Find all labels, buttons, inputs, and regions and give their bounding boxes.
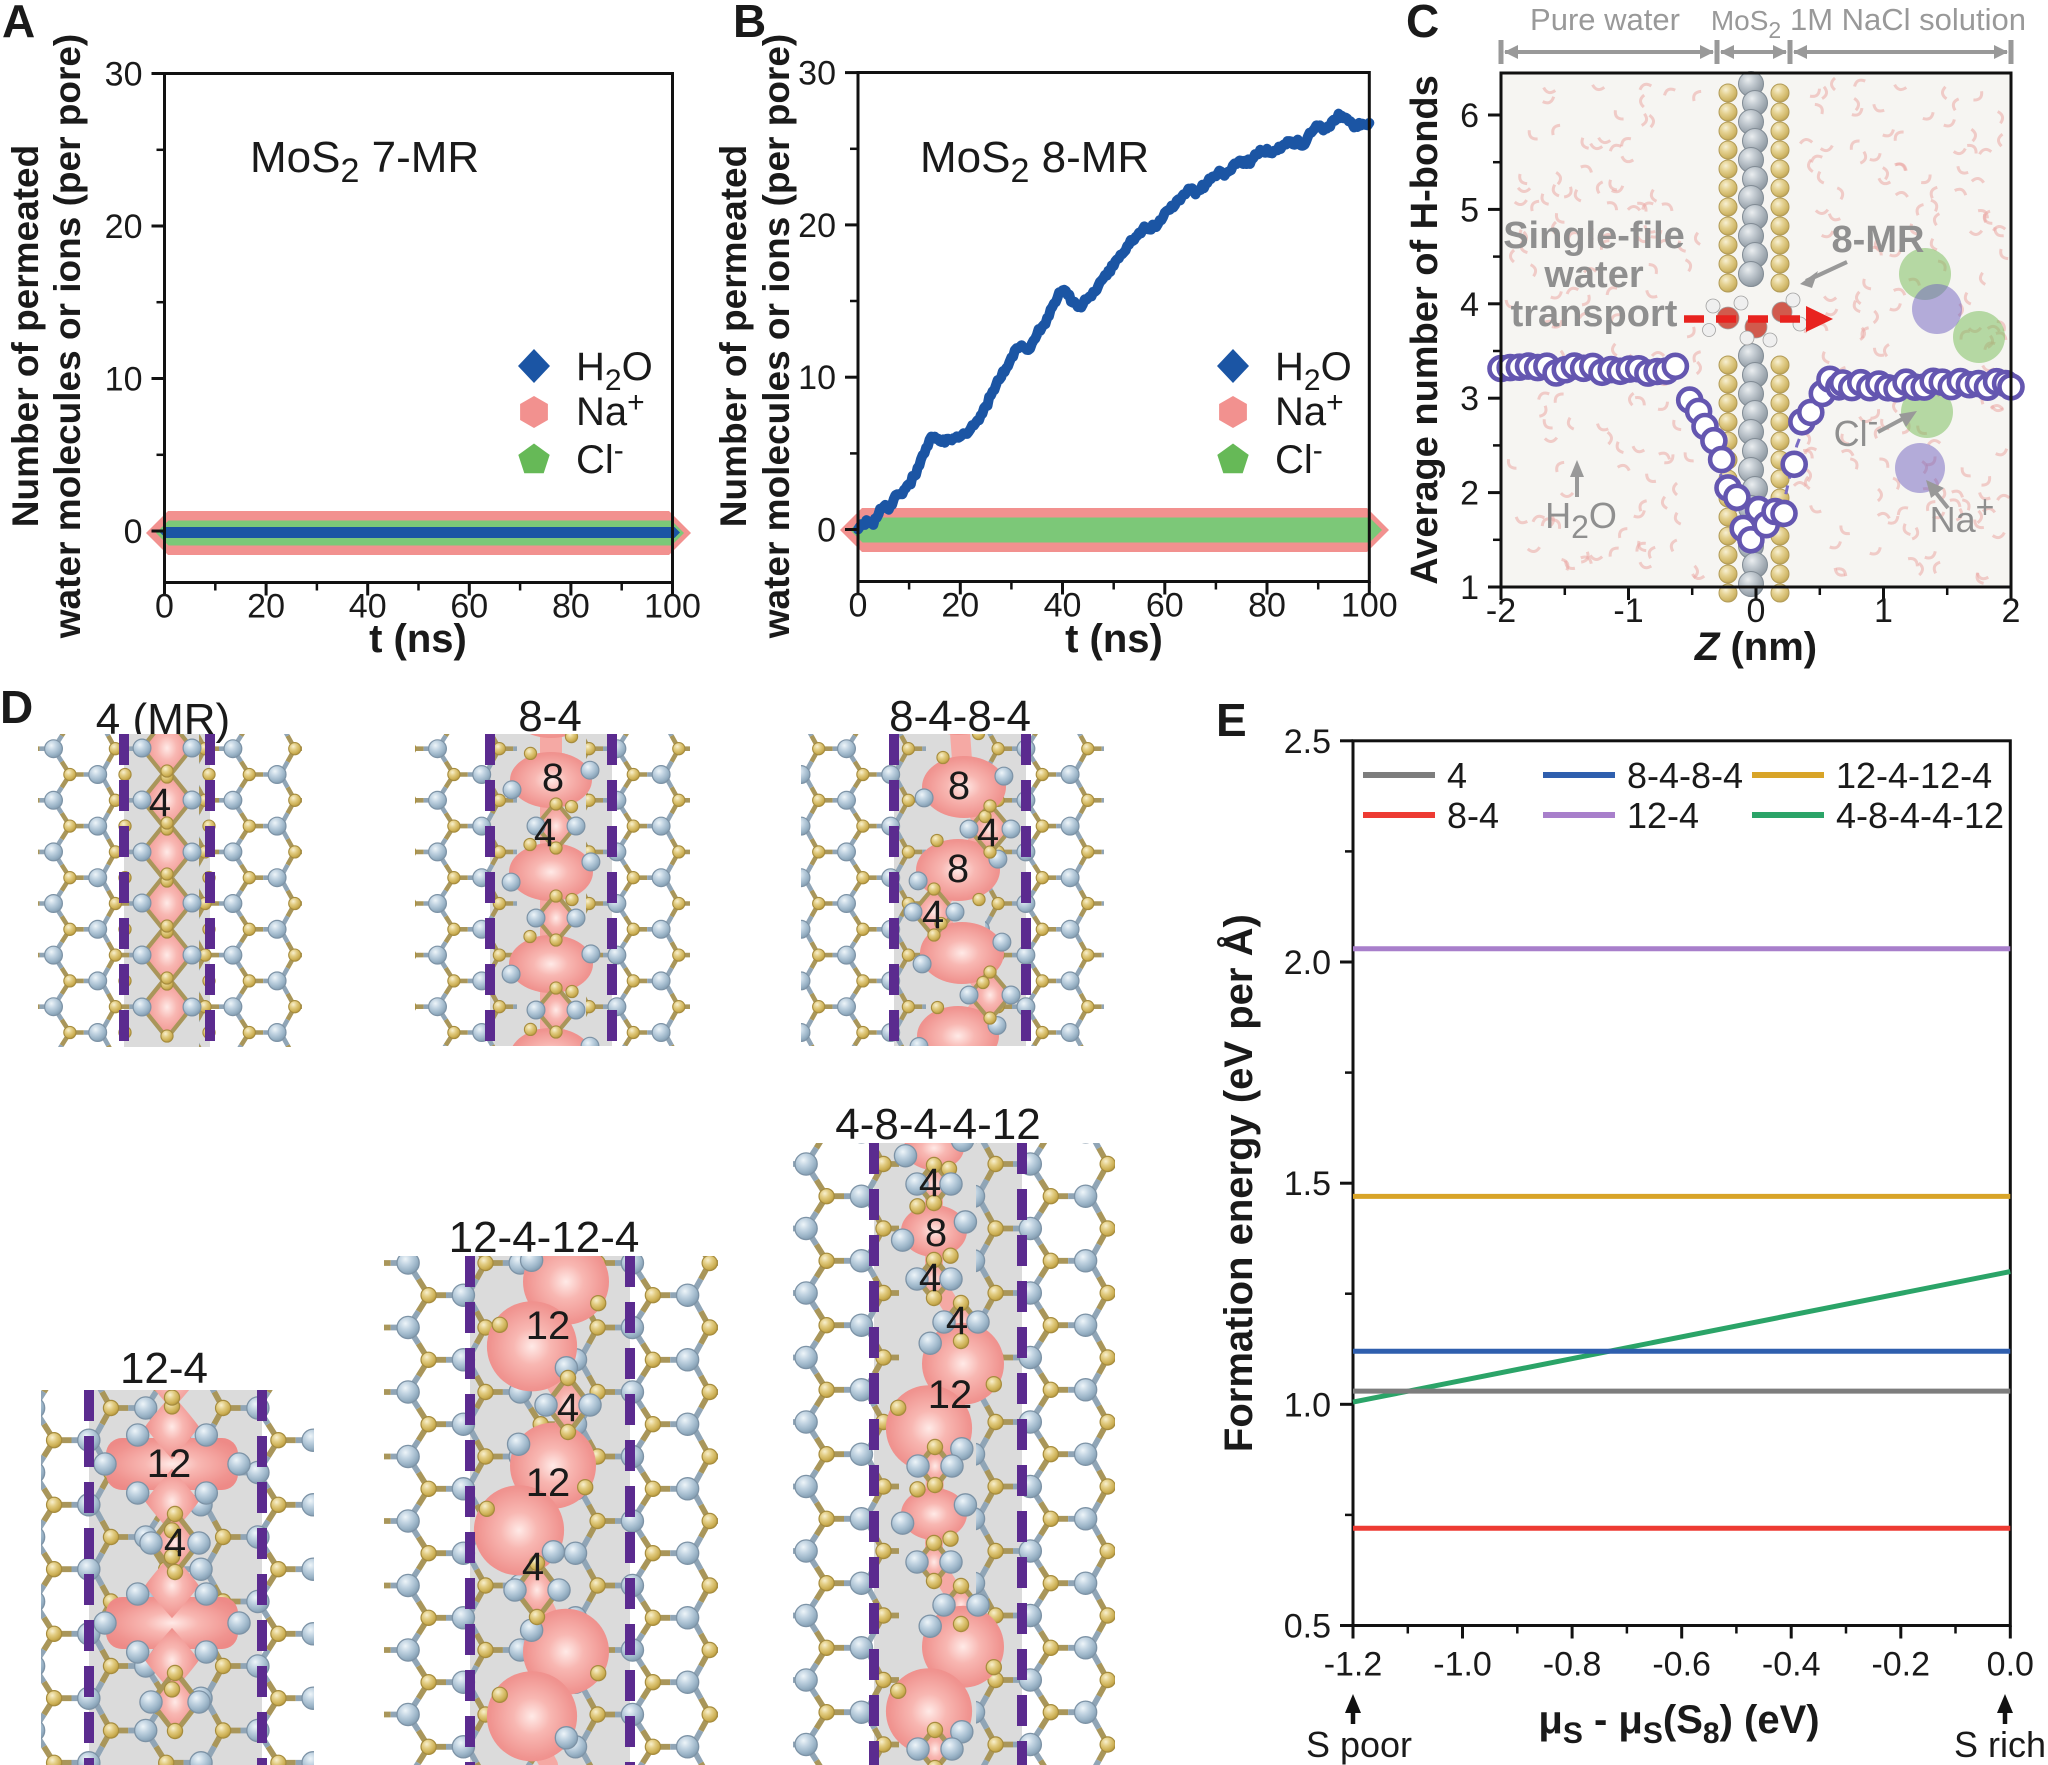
svg-text:0.0: 0.0 (1987, 1646, 2034, 1684)
svg-text:100: 100 (644, 588, 701, 626)
svg-text:12-4: 12-4 (1627, 795, 1699, 836)
svg-text:12: 12 (526, 1304, 571, 1348)
svg-text:MoS2 7-MR: MoS2 7-MR (250, 133, 479, 190)
svg-text:-1.2: -1.2 (1324, 1646, 1383, 1684)
svg-text:8-4: 8-4 (1447, 795, 1499, 836)
svg-text:20: 20 (105, 208, 143, 246)
svg-text:0: 0 (849, 587, 868, 625)
svg-text:μS - μS(S8) (eV): μS - μS(S8) (eV) (1538, 1698, 1819, 1750)
svg-text:-1.0: -1.0 (1433, 1646, 1492, 1684)
svg-text:Single-file: Single-file (1503, 215, 1685, 257)
svg-text:4: 4 (1447, 755, 1467, 796)
svg-text:1: 1 (1874, 592, 1893, 630)
svg-text:transport: transport (1511, 293, 1678, 335)
svg-text:20: 20 (798, 207, 836, 245)
svg-text:A: A (2, 0, 35, 47)
svg-text:100: 100 (1341, 587, 1398, 625)
svg-text:4-8-4-4-12: 4-8-4-4-12 (835, 1100, 1040, 1149)
svg-text:2: 2 (1460, 475, 1479, 513)
svg-text:0.5: 0.5 (1284, 1608, 1331, 1646)
svg-text:80: 80 (1248, 587, 1286, 625)
svg-text:12: 12 (526, 1461, 571, 1505)
svg-text:8-4-8-4: 8-4-8-4 (1627, 755, 1743, 796)
svg-text:water: water (1543, 254, 1643, 296)
svg-text:4: 4 (557, 1386, 579, 1430)
svg-text:Na+: Na+ (1275, 386, 1344, 434)
svg-text:20: 20 (247, 588, 285, 626)
svg-text:water molecules or ions (per p: water molecules or ions (per pore) (756, 34, 797, 639)
svg-text:3: 3 (1460, 380, 1479, 418)
svg-text:1: 1 (1460, 569, 1479, 607)
svg-text:5: 5 (1460, 191, 1479, 229)
svg-text:Number of permeated: Number of permeated (713, 145, 754, 527)
svg-text:4: 4 (534, 811, 556, 855)
svg-text:water molecules or ions (per p: water molecules or ions (per pore) (47, 34, 88, 639)
svg-text:MoS2 8-MR: MoS2 8-MR (920, 133, 1149, 190)
svg-text:8-4-8-4: 8-4-8-4 (889, 692, 1031, 741)
svg-text:-0.8: -0.8 (1543, 1646, 1602, 1684)
svg-text:S rich: S rich (1954, 1724, 2046, 1765)
svg-text:12: 12 (928, 1373, 973, 1417)
svg-text:30: 30 (798, 55, 836, 93)
svg-text:8-4: 8-4 (518, 692, 582, 741)
svg-text:12-4-12-4: 12-4-12-4 (1836, 755, 1992, 796)
svg-text:4: 4 (919, 1256, 941, 1300)
svg-text:4: 4 (149, 781, 171, 825)
svg-text:Average number of H-bonds: Average number of H-bonds (1404, 75, 1446, 585)
svg-text:S poor: S poor (1306, 1724, 1412, 1765)
svg-text:12-4-12-4: 12-4-12-4 (449, 1213, 640, 1262)
svg-text:Z (nm): Z (nm) (1694, 625, 1817, 669)
svg-text:t (ns): t (ns) (369, 617, 467, 661)
svg-text:0: 0 (124, 513, 143, 551)
svg-text:60: 60 (450, 588, 488, 626)
svg-text:80: 80 (552, 588, 590, 626)
svg-text:Formation energy (eV per Å): Formation energy (eV per Å) (1216, 914, 1261, 1452)
svg-text:10: 10 (798, 359, 836, 397)
svg-text:4: 4 (522, 1545, 544, 1589)
svg-text:2.0: 2.0 (1284, 944, 1331, 982)
svg-text:Number of permeated: Number of permeated (5, 145, 46, 527)
svg-text:30: 30 (105, 56, 143, 94)
svg-text:E: E (1216, 694, 1247, 746)
svg-text:1M NaCl solution: 1M NaCl solution (1790, 2, 2026, 37)
svg-text:-0.6: -0.6 (1652, 1646, 1711, 1684)
svg-text:10: 10 (105, 361, 143, 399)
svg-text:-0.4: -0.4 (1762, 1646, 1821, 1684)
svg-text:1.0: 1.0 (1284, 1386, 1331, 1424)
svg-text:1.5: 1.5 (1284, 1165, 1331, 1203)
svg-text:8: 8 (948, 764, 970, 808)
svg-text:2.5: 2.5 (1284, 723, 1331, 761)
svg-text:6: 6 (1460, 97, 1479, 135)
svg-text:0: 0 (817, 512, 836, 550)
svg-text:2: 2 (2002, 592, 2021, 630)
svg-text:12: 12 (147, 1442, 192, 1486)
svg-text:-2: -2 (1486, 592, 1516, 630)
svg-text:4: 4 (946, 1299, 968, 1343)
svg-text:D: D (0, 681, 33, 733)
svg-text:4: 4 (922, 893, 944, 937)
svg-text:4: 4 (164, 1521, 186, 1565)
svg-text:4: 4 (919, 1161, 941, 1205)
svg-text:4: 4 (977, 811, 999, 855)
svg-text:8: 8 (925, 1211, 947, 1255)
svg-text:4-8-4-4-12: 4-8-4-4-12 (1836, 795, 2004, 836)
svg-text:4: 4 (1460, 286, 1479, 324)
svg-text:Na+: Na+ (576, 386, 645, 434)
svg-text:B: B (733, 0, 766, 47)
svg-text:8: 8 (947, 847, 969, 891)
svg-text:Pure water: Pure water (1530, 2, 1680, 37)
svg-text:-0.2: -0.2 (1871, 1646, 1930, 1684)
svg-text:40: 40 (349, 588, 387, 626)
svg-text:t (ns): t (ns) (1065, 617, 1163, 661)
svg-text:20: 20 (941, 587, 979, 625)
svg-text:8: 8 (542, 756, 564, 800)
svg-text:40: 40 (1044, 587, 1082, 625)
svg-text:12-4: 12-4 (120, 1344, 208, 1393)
svg-text:8-MR: 8-MR (1832, 219, 1925, 261)
svg-text:60: 60 (1146, 587, 1184, 625)
svg-text:0: 0 (155, 588, 174, 626)
svg-text:-1: -1 (1613, 592, 1643, 630)
svg-text:0: 0 (1747, 592, 1766, 630)
svg-text:C: C (1406, 0, 1439, 47)
